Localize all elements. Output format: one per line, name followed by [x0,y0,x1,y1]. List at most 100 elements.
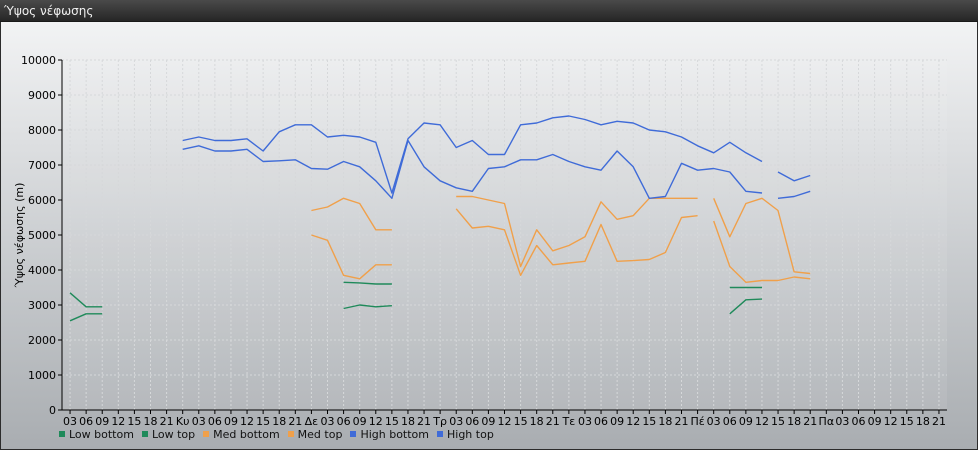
y-tick-label: 8000 [28,124,56,137]
x-tick-label: 21 [546,415,560,428]
x-tick-label: 15 [256,415,270,428]
legend-item: Med top [287,427,343,441]
x-tick-label: 06 [79,415,93,428]
x-tick-label: 03 [321,415,335,428]
x-tick-label: 03 [707,415,721,428]
legend-swatch [141,431,148,437]
series-line-low-bottom [69,313,103,322]
legend-swatch [437,431,443,437]
x-tick-label: 15 [900,415,914,428]
x-tick-label: 18 [787,415,801,428]
chart-legend: Low bottom Low top Med bottom Med top High b… [59,426,502,442]
series-line-high-top [182,115,763,194]
x-tick-label: 18 [144,415,158,428]
y-tick-label: 4000 [28,264,56,277]
legend-item: Med bottom [203,428,280,441]
series-line-low-bottom [343,304,392,310]
x-tick-label: 03 [835,415,849,428]
series-line-high-bottom [777,190,811,199]
legend-swatch [287,431,294,437]
legend-label: High top [447,427,494,441]
legend-item: Low bottom [59,428,134,441]
x-tick-label: 09 [95,415,109,428]
series-line-med-bottom [311,234,392,280]
x-tick-label: 21 [288,415,302,428]
y-tick-label: 5000 [28,229,56,242]
legend-item: Low top [141,427,196,441]
x-tick-label: 18 [658,415,672,428]
x-tick-label: 21 [932,415,946,428]
x-tick-label: Τρ [432,415,447,428]
series-line-med-top [456,195,698,268]
series-line-low-top [343,281,392,285]
y-tick-label: 10000 [21,54,56,67]
legend-label: Med top [297,427,343,441]
x-tick-label: 03 [449,415,463,428]
x-tick-label: 06 [208,415,222,428]
x-tick-label: 06 [594,415,608,428]
y-tick-label: 9000 [28,89,56,102]
x-tick-label: 21 [675,415,689,428]
x-tick-label: Κυ [176,415,190,428]
series-line-med-top [713,197,811,275]
legend-label: Low top [151,427,196,441]
x-tick-label: 18 [401,415,415,428]
legend-item: High top [437,428,494,441]
x-tick-label: 06 [337,415,351,428]
x-tick-label: 18 [272,415,286,428]
legend-swatch [59,431,65,437]
x-tick-label: Πα [819,415,835,428]
x-tick-label: 15 [771,415,785,428]
x-tick-label: Πέ [690,415,704,428]
x-tick-label: 09 [610,415,624,428]
y-axis-label: Ύψος νέφωσης (m) [13,183,26,289]
x-tick-label: 09 [481,415,495,428]
cloud-height-chart: 0 1000 2000 3000 4000 5000 6000 7000 8000 9000 100… [13,54,947,428]
legend-swatch [203,431,210,437]
x-tick-label: 03 [63,415,77,428]
y-tick-label: 6000 [28,194,56,207]
x-tick-label: 12 [369,415,383,428]
x-tick-label: 09 [353,415,367,428]
x-tick-label: 06 [852,415,866,428]
x-tick-label: 21 [803,415,817,428]
x-tick-label: 12 [498,415,512,428]
x-tick-label: 12 [240,415,254,428]
series-line-low-bottom [729,298,763,315]
series-line-high-bottom [182,139,763,200]
series-line-med-top [311,197,392,231]
x-tick-label: 12 [111,415,125,428]
x-tick-label: 15 [642,415,656,428]
x-tick-label: 18 [916,415,930,428]
x-tick-label: 21 [417,415,431,428]
x-tick-label: 12 [626,415,640,428]
legend-label: Med bottom [213,427,280,441]
y-tick-label: 7000 [28,159,56,172]
legend-label: High bottom [360,427,429,441]
x-tick-label: 12 [755,415,769,428]
x-tick-label: 15 [514,415,528,428]
x-tick-label: 03 [192,415,206,428]
x-tick-label: 06 [465,415,479,428]
legend-item: High bottom [350,428,429,441]
x-tick-label: 15 [385,415,399,428]
series-line-high-top [777,171,811,182]
x-tick-label: 09 [868,415,882,428]
y-tick-label: 3000 [28,299,56,312]
series-line-low-top [69,292,103,308]
series-line-med-bottom [455,208,698,277]
chart-panel: 0 1000 2000 3000 4000 5000 6000 7000 8000 9000 100… [1,22,977,449]
x-tick-label: 06 [723,415,737,428]
x-tick-label: 15 [127,415,141,428]
x-tick-label: Δε [305,415,319,428]
x-tick-label: Τε [562,415,576,428]
x-tick-label: 21 [160,415,174,428]
legend-swatch [350,431,357,437]
x-tick-label: 18 [530,415,544,428]
title-bar: Ύψος νέφωσης [0,0,978,22]
y-tick-label: 1000 [28,369,56,382]
x-tick-label: 03 [578,415,592,428]
y-tick-label: 0 [49,404,56,417]
x-tick-label: 12 [884,415,898,428]
x-tick-label: 09 [224,415,238,428]
